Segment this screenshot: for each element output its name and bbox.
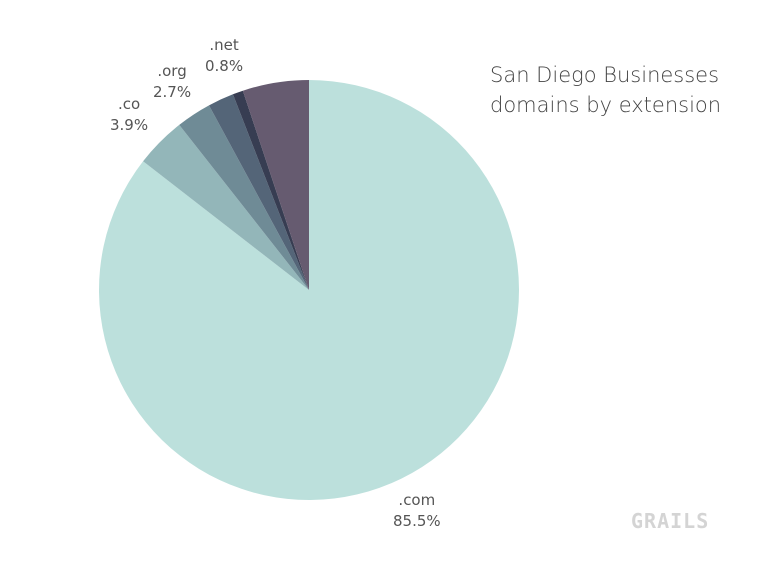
grails-logo: GRAILS [631,509,710,533]
chart-title: San Diego Businesses domains by extensio… [490,60,721,120]
slice-name: .net [209,36,239,54]
slice-label-com: .com 85.5% [393,490,441,532]
chart-title-line-2: domains by extension [490,93,722,117]
slice-name: .co [117,95,141,113]
slice-label-net: .net 0.8% [205,35,243,77]
slice-name: .org [157,62,187,80]
slice-value: 85.5% [393,512,441,530]
slice-label-org: .org 2.7% [153,61,191,103]
pie-slice-net [232,90,309,290]
slice-value: 3.9% [110,116,149,134]
pie-slice-other-5 [242,80,309,290]
slice-label-co: .co 3.9% [110,94,148,136]
pie-slice-other-3 [208,94,309,290]
pie-slice-co [143,124,309,291]
pie-slice-org [179,105,309,291]
chart-title-line-1: San Diego Businesses [490,63,720,87]
slice-name: .com [398,491,436,509]
slice-value: 0.8% [205,57,244,75]
slice-value: 2.7% [153,83,192,101]
